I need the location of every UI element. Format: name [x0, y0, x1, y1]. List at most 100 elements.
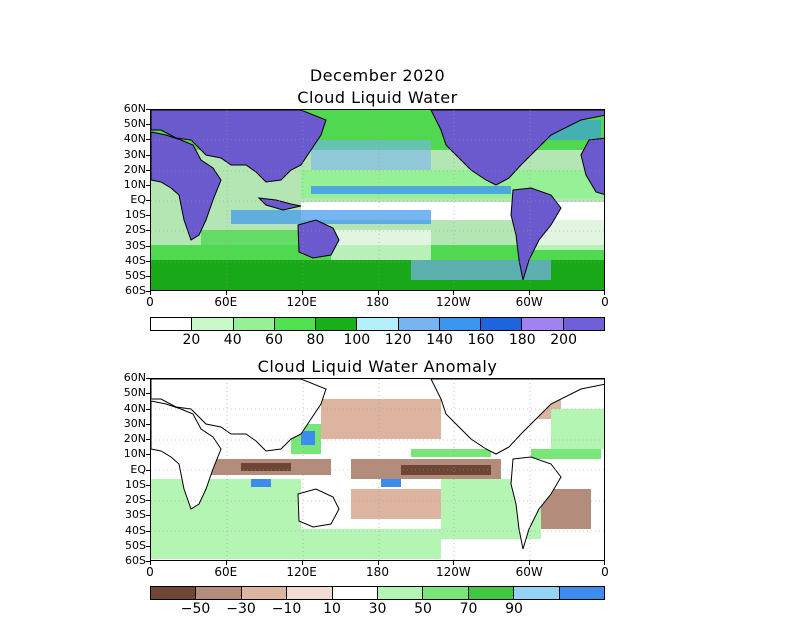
- panel1-colorbar-swatch: [316, 318, 358, 330]
- panel2-y-tick: [146, 530, 150, 532]
- cloud-liquid-water-map: [150, 109, 605, 291]
- panel2-x-tick: [453, 561, 455, 565]
- panel1-colorbar-label: 20: [182, 332, 201, 348]
- panel2-y-tick-label: 10S: [125, 477, 146, 491]
- panel1-colorbar-label: 60: [265, 332, 283, 348]
- panel2-colorbar-swatch: [287, 587, 333, 599]
- panel2-y-tick-label: 30N: [123, 416, 146, 430]
- panel1-y-tick: [146, 260, 150, 262]
- panel1-x-tick-label: 120W: [435, 295, 471, 309]
- panel2-x-tick-label: 120W: [435, 565, 471, 579]
- panel2-x-tick-label: 180: [366, 565, 389, 579]
- panel2-x-tick-label: 60E: [214, 565, 238, 579]
- cloud-liquid-water-anomaly-map: [150, 378, 605, 561]
- panel1-x-tick-label: 180: [366, 295, 389, 309]
- panel1-y-tick: [146, 200, 150, 201]
- panel1-y-tick: [146, 230, 150, 232]
- panel2-y-tick-label: 40N: [123, 401, 146, 415]
- panel1-y-tick-label: 50N: [123, 117, 146, 131]
- panel2-y-tick: [146, 561, 150, 562]
- panel2-colorbar-swatch: [468, 587, 515, 599]
- panel2-x-tick-label: 120E: [286, 565, 317, 579]
- panel2-x-tick: [225, 561, 227, 565]
- panel1-x-tick: [453, 291, 455, 295]
- panel1-y-tick: [146, 275, 150, 277]
- panel1-colorbar-swatch: [233, 318, 275, 330]
- panel1-y-tick-label: 60N: [123, 102, 146, 115]
- panel2-y-tick-label: 60N: [123, 371, 146, 384]
- panel2-title: Cloud Liquid Water Anomaly: [257, 357, 498, 376]
- panel2-x-tick-label: 0: [601, 565, 609, 579]
- panel2-y-tick: [146, 515, 150, 517]
- panel2-y-tick-label: 10N: [123, 447, 146, 461]
- panel1-colorbar-swatch: [522, 318, 564, 330]
- cloud-liquid-water-colorbar: [150, 317, 605, 331]
- panel1-colorbar-swatch: [274, 318, 317, 330]
- panel1-colorbar-label: 160: [467, 332, 495, 348]
- panel2-colorbar-label: −10: [271, 601, 302, 617]
- panel2-y-tick-label: 50N: [123, 386, 146, 400]
- panel1-y-tick-label: EQ: [130, 193, 146, 206]
- panel1-y-tick: [146, 139, 150, 141]
- panel1-colorbar-swatch: [563, 318, 604, 330]
- panel1-x-tick-label: 120E: [286, 295, 317, 309]
- panel1-colorbar-swatch: [357, 318, 399, 330]
- cloud-liquid-water-map-svg: [151, 110, 604, 290]
- panel2-y-tick-label: 20S: [125, 493, 146, 506]
- panel2-colorbar-swatch: [332, 587, 379, 599]
- panel1-x-tick: [225, 291, 227, 295]
- panel2-x-tick-label: 0: [146, 565, 154, 579]
- panel2-x-tick: [301, 561, 303, 565]
- panel1-y-tick-label: 40S: [125, 253, 146, 267]
- panel1-colorbar-label: 40: [223, 332, 242, 348]
- panel2-y-tick: [146, 500, 150, 501]
- panel2-x-tick: [150, 561, 151, 565]
- panel2-colorbar-label: 30: [368, 601, 387, 617]
- panel2-colorbar-label: 50: [414, 601, 432, 617]
- panel1-colorbar-label: 80: [306, 332, 325, 348]
- panel2-y-tick: [146, 454, 150, 456]
- panel1-x-tick-label: 0: [146, 295, 154, 309]
- panel1-x-tick: [150, 291, 151, 295]
- panel1-colorbar-swatch: [151, 318, 193, 330]
- panel1-x-tick-label: 60W: [515, 295, 543, 309]
- panel2-y-tick-label: EQ: [130, 462, 146, 476]
- panel2-x-tick: [377, 561, 379, 565]
- panel2-colorbar-label: 10: [323, 601, 341, 617]
- panel1-colorbar-swatch: [398, 318, 440, 330]
- panel1-y-tick-label: 60S: [125, 284, 146, 297]
- panel2-y-tick: [146, 469, 150, 471]
- main-title: December 2020: [309, 66, 446, 85]
- panel2-colorbar-swatch: [241, 587, 288, 599]
- panel2-colorbar-swatch: [378, 587, 424, 599]
- panel1-title: Cloud Liquid Water: [297, 88, 458, 107]
- panel1-x-tick: [377, 291, 379, 295]
- panel1-y-tick: [146, 245, 150, 247]
- panel1-x-tick-label: 60E: [214, 295, 238, 309]
- panel2-y-tick: [146, 439, 150, 440]
- panel1-y-tick-label: 20S: [125, 223, 146, 237]
- panel1-y-tick-label: 20N: [123, 162, 146, 176]
- panel1-y-tick-label: 30S: [125, 238, 146, 252]
- panel2-y-tick-label: 40S: [125, 523, 146, 537]
- panel2-colorbar-label: 90: [505, 601, 523, 617]
- panel2-colorbar-swatch: [559, 587, 605, 599]
- panel2-colorbar-swatch: [514, 587, 560, 599]
- panel1-y-tick: [146, 124, 150, 126]
- panel2-colorbar-label: 70: [459, 601, 478, 617]
- panel1-y-tick: [146, 154, 150, 156]
- panel1-x-tick: [529, 291, 531, 295]
- panel1-y-tick-label: 30N: [123, 147, 146, 161]
- panel1-colorbar-swatch: [192, 318, 234, 330]
- panel1-y-tick: [146, 109, 150, 110]
- panel1-colorbar-swatch: [439, 318, 482, 330]
- panel2-y-tick: [146, 545, 150, 547]
- panel2-colorbar-swatch: [196, 587, 242, 599]
- panel2-y-tick-label: 20N: [123, 432, 146, 445]
- panel2-colorbar-label: −30: [226, 601, 256, 617]
- panel1-x-tick-label: 0: [601, 295, 609, 309]
- panel1-colorbar-swatch: [481, 318, 523, 330]
- panel2-y-tick-label: 60S: [125, 554, 146, 567]
- anomaly-colorbar: [150, 586, 605, 600]
- panel1-y-tick: [146, 169, 150, 171]
